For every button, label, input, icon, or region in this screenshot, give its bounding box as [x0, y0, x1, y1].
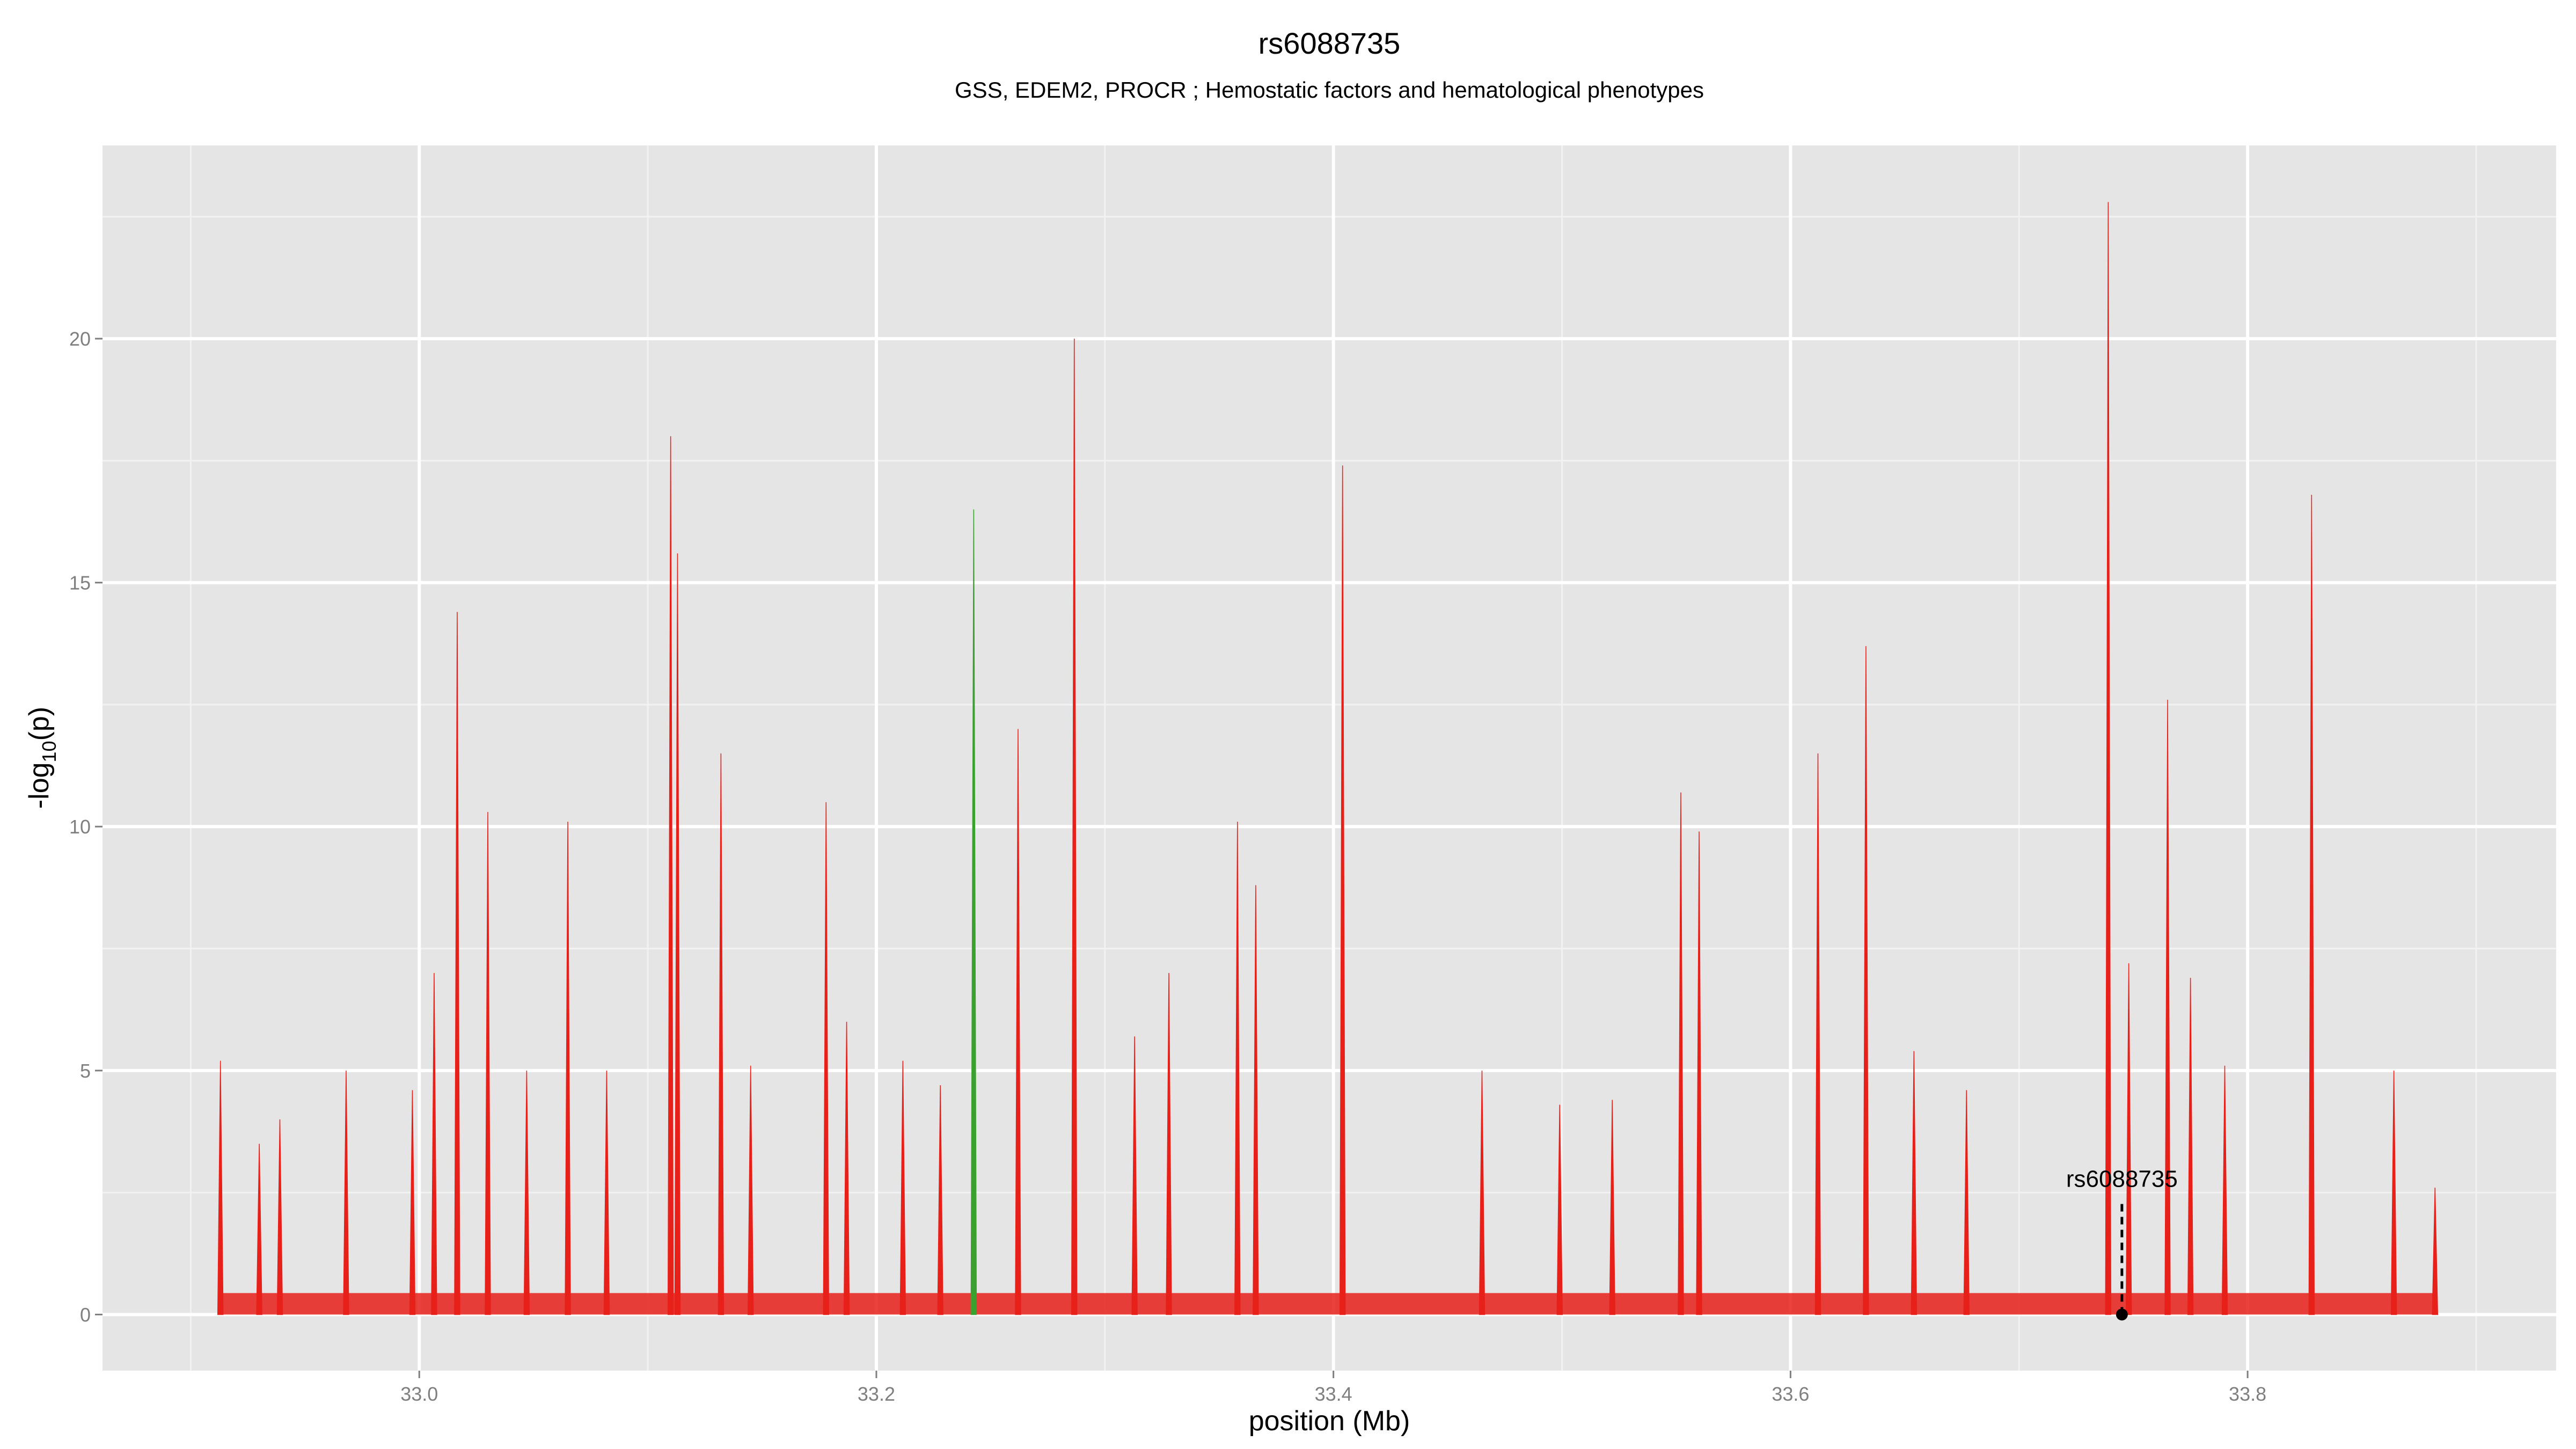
x-axis-label: position (Mb) — [1249, 1406, 1410, 1437]
spike — [1814, 753, 1821, 1315]
spike — [667, 436, 674, 1315]
spike — [1696, 831, 1702, 1315]
x-tick-label: 33.4 — [1315, 1383, 1352, 1405]
spike — [937, 1085, 943, 1315]
spike — [1071, 339, 1078, 1315]
y-tick-label: 0 — [80, 1304, 91, 1326]
y-tick-label: 10 — [69, 816, 91, 838]
spike — [256, 1144, 262, 1315]
y-tick-label: 15 — [69, 572, 91, 594]
spike — [603, 1070, 610, 1315]
y-axis-label: -log10(p) — [24, 707, 60, 809]
spike — [2125, 963, 2132, 1315]
y-tick-label: 20 — [69, 328, 91, 350]
x-tick-label: 33.6 — [1772, 1383, 1809, 1405]
baseline-band — [220, 1293, 2435, 1315]
spike — [843, 1021, 850, 1315]
spike — [2187, 978, 2194, 1315]
spike — [1609, 1100, 1615, 1315]
spike — [2221, 1065, 2228, 1315]
spike — [523, 1070, 530, 1315]
spike — [1166, 972, 1172, 1315]
y-label-tail: (p) — [24, 707, 55, 741]
plot-panel — [103, 145, 2556, 1371]
spike — [674, 553, 681, 1315]
chart-title: rs6088735 — [1258, 26, 1401, 60]
spike — [276, 1119, 283, 1315]
chart-subtitle: GSS, EDEM2, PROCR ; Hemostatic factors a… — [955, 77, 1704, 103]
spike — [1339, 465, 1346, 1315]
spike — [2432, 1188, 2439, 1315]
spike — [409, 1090, 416, 1315]
y-tick-label: 5 — [80, 1060, 91, 1082]
spike — [431, 972, 437, 1315]
spike — [454, 612, 460, 1315]
y-label-sub: 10 — [38, 741, 60, 762]
spike — [1131, 1036, 1138, 1315]
spike — [565, 822, 571, 1315]
spike — [2105, 202, 2112, 1315]
spike — [217, 1060, 224, 1315]
spike — [485, 811, 491, 1315]
spike — [1863, 646, 1869, 1315]
spike — [747, 1065, 754, 1315]
spike — [1556, 1104, 1563, 1315]
spike — [1479, 1070, 1485, 1315]
y-label-main: -log — [24, 762, 55, 809]
spike — [970, 509, 977, 1315]
spike — [1253, 885, 1259, 1315]
spike — [2390, 1070, 2397, 1315]
x-tick-label: 33.0 — [400, 1383, 438, 1405]
spike — [823, 802, 830, 1315]
spike — [1963, 1090, 1970, 1315]
spike — [1911, 1051, 1918, 1315]
spike — [718, 753, 724, 1315]
annotation-point — [2116, 1308, 2128, 1321]
spike — [343, 1070, 349, 1315]
spike — [1015, 729, 1021, 1315]
spike — [2308, 494, 2315, 1315]
spike — [1678, 792, 1684, 1315]
x-tick-label: 33.2 — [858, 1383, 895, 1405]
spike — [899, 1060, 906, 1315]
x-tick-label: 33.8 — [2229, 1383, 2266, 1405]
spike — [1234, 822, 1241, 1315]
annotation-label: rs6088735 — [2066, 1166, 2178, 1192]
spike — [2164, 699, 2171, 1315]
